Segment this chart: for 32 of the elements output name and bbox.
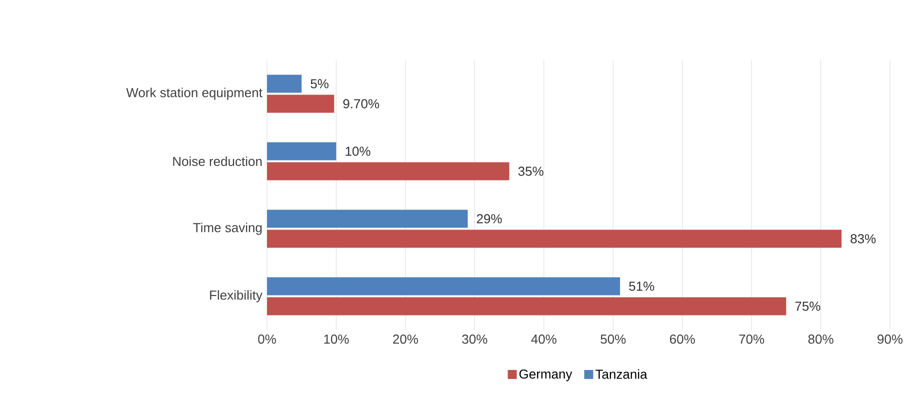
x-tick-label: 10% <box>324 334 349 344</box>
legend-label: Tanzania <box>596 369 648 379</box>
bar <box>267 210 468 228</box>
data-label: 29% <box>476 214 502 224</box>
bar <box>267 94 334 113</box>
data-label: 10% <box>346 146 370 156</box>
x-tick-label: 20% <box>393 334 418 344</box>
bar <box>267 74 302 93</box>
data-label: 5% <box>310 79 328 88</box>
data-label: 35% <box>518 166 544 176</box>
bar <box>267 297 786 316</box>
x-tick-label: 90% <box>878 334 903 344</box>
bar <box>267 162 510 180</box>
bar <box>267 277 620 296</box>
x-tick-label: 70% <box>739 334 764 344</box>
bar <box>267 142 336 160</box>
x-tick-label: 0% <box>258 334 276 344</box>
data-label: 75% <box>795 302 820 311</box>
x-tick-label: 40% <box>531 334 556 344</box>
data-label: 51% <box>629 282 654 291</box>
x-tick-label: 30% <box>462 334 488 344</box>
data-label: 83% <box>850 234 876 244</box>
y-tick-label: Flexibility <box>210 290 262 302</box>
y-tick-label: Work station equipment <box>126 88 262 100</box>
x-tick-label: 80% <box>808 334 834 344</box>
legend-label: Germany <box>519 369 572 382</box>
x-tick-label: 50% <box>600 334 626 344</box>
y-tick-label: Noise reduction <box>173 156 262 166</box>
bar <box>267 230 842 248</box>
x-tick-label: 60% <box>670 334 695 344</box>
y-tick-label: Time saving <box>193 222 262 235</box>
data-label: 9.70% <box>343 99 380 108</box>
